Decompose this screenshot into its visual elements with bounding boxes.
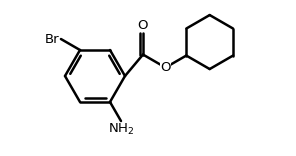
Text: Br: Br (44, 32, 59, 46)
Text: O: O (160, 61, 171, 74)
Text: O: O (138, 19, 148, 32)
Text: NH$_2$: NH$_2$ (108, 122, 134, 137)
